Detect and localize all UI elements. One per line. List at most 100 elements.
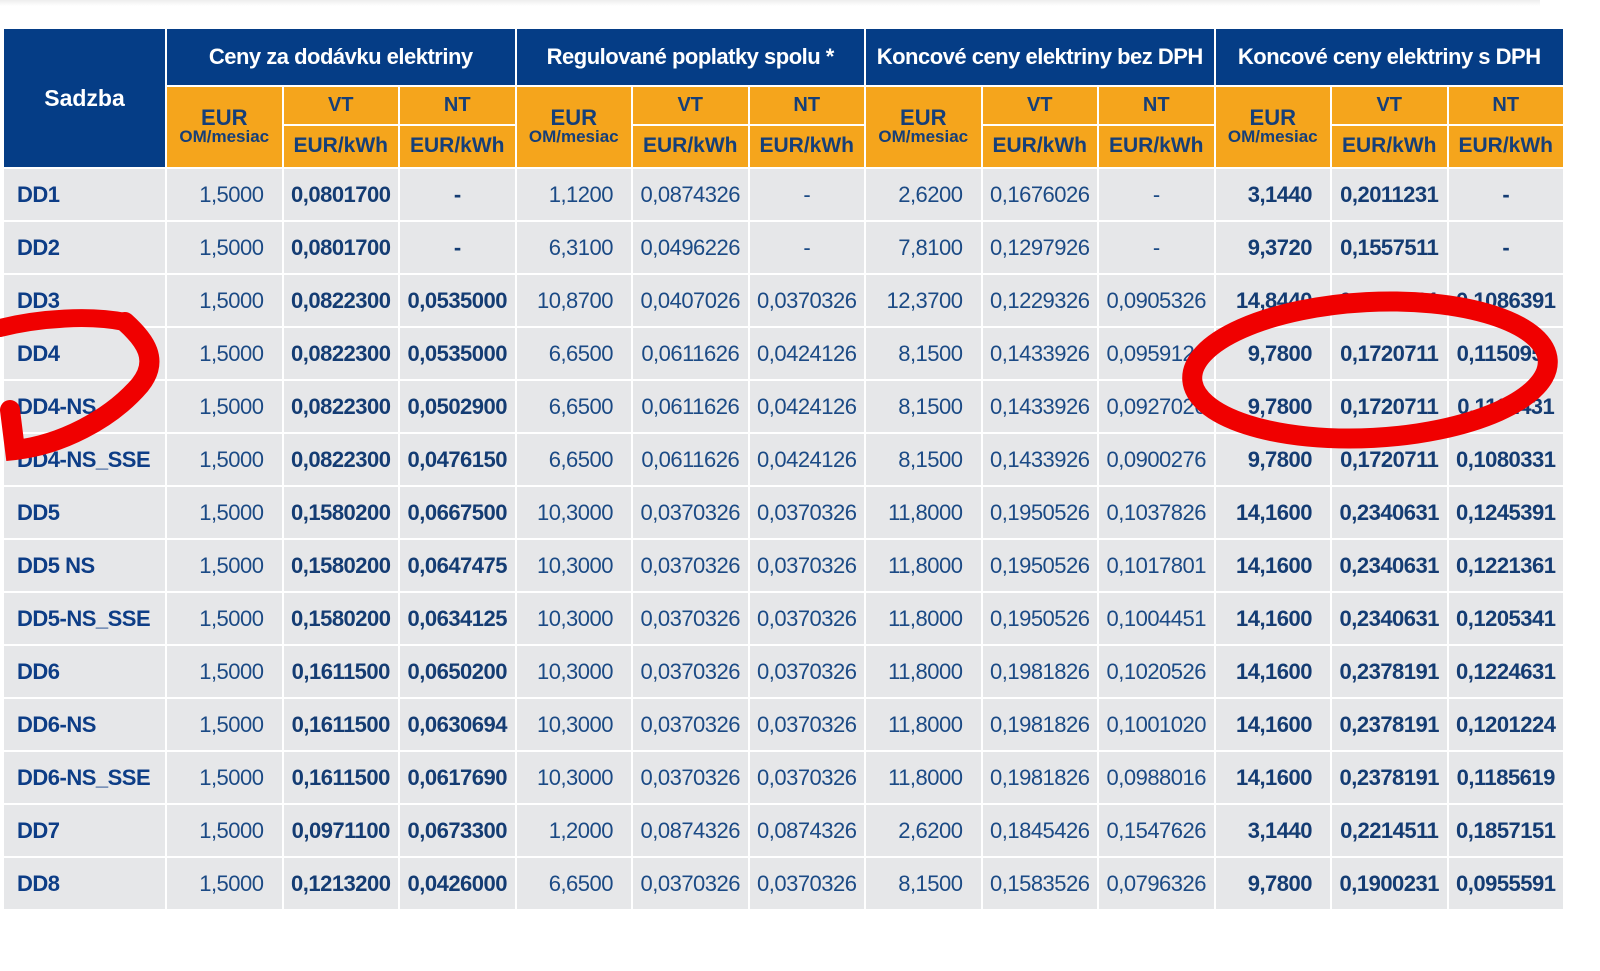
- price-cell: 0,2378191: [1330, 644, 1449, 699]
- price-cell: 0,1001020: [1097, 697, 1216, 752]
- price-cell: 0,1981826: [980, 697, 1099, 752]
- price-cell: 0,1433926: [980, 379, 1099, 434]
- price-cell: 1,5000: [165, 697, 284, 752]
- price-cell: 1,5000: [165, 485, 284, 540]
- price-cell: 0,0822300: [281, 273, 400, 328]
- price-cell: 0,0370326: [631, 485, 750, 540]
- price-cell: 6,3100: [514, 220, 633, 275]
- price-cell: -: [398, 220, 517, 275]
- table-row: DD4-NS 1,5000 0,0822300 0,0502900 6,6500 0,06…: [2, 379, 1565, 434]
- electricity-price-table: Sadzba Ceny za dodávku elektriny Regulovan…: [2, 27, 1565, 911]
- header-unit-kwh: EUR/kWh: [1330, 123, 1449, 170]
- header-group: Koncové ceny elektriny bez DPH: [864, 27, 1216, 87]
- price-cell: 7,8100: [864, 220, 983, 275]
- table-row: DD5 NS 1,5000 0,1580200 0,0647475 10,3000 0,0…: [2, 538, 1565, 593]
- price-cell: 0,1205341: [1446, 591, 1565, 646]
- table-row: DD3 1,5000 0,0822300 0,0535000 10,8700 0,0407…: [2, 273, 1565, 328]
- price-cell: 10,3000: [514, 591, 633, 646]
- price-cell: -: [1097, 167, 1216, 222]
- price-cell: 0,0801700: [281, 220, 400, 275]
- price-cell: 6,6500: [514, 432, 633, 487]
- price-cell: 8,1500: [864, 326, 983, 381]
- price-cell: 9,3720: [1213, 220, 1332, 275]
- price-cell: 0,0874326: [631, 803, 750, 858]
- price-cell: 0,1950526: [980, 591, 1099, 646]
- price-cell: 14,1600: [1213, 538, 1332, 593]
- page-top-edge: [0, 0, 1540, 6]
- price-cell: 0,0407026: [631, 273, 750, 328]
- price-cell: 0,1720711: [1330, 379, 1449, 434]
- header-vt: VT: [631, 85, 750, 126]
- price-cell: 10,3000: [514, 538, 633, 593]
- price-cell: 0,2340631: [1330, 538, 1449, 593]
- price-cell: 0,0611626: [631, 432, 750, 487]
- rate-name: DD4-NS: [2, 379, 167, 434]
- price-cell: 0,0667500: [398, 485, 517, 540]
- table-row: DD5 1,5000 0,1580200 0,0667500 10,3000 0,0370…: [2, 485, 1565, 540]
- price-cell: 11,8000: [864, 750, 983, 805]
- price-cell: 0,0634125: [398, 591, 517, 646]
- table-row: DD2 1,5000 0,0801700-6,3100 0,0496226-7,810…: [2, 220, 1565, 275]
- price-cell: 0,1229326: [980, 273, 1099, 328]
- unit-om: OM/mesiac: [528, 127, 619, 146]
- price-cell: 9,7800: [1213, 856, 1332, 911]
- price-cell: 0,0905326: [1097, 273, 1216, 328]
- price-cell: 0,1611500: [281, 750, 400, 805]
- header-unit-kwh: EUR/kWh: [631, 123, 750, 170]
- rate-name: DD6-NS: [2, 697, 167, 752]
- rate-name: DD5: [2, 485, 167, 540]
- price-cell: 14,8440: [1213, 273, 1332, 328]
- price-cell: 0,0822300: [281, 379, 400, 434]
- price-cell: 1,1200: [514, 167, 633, 222]
- price-cell: 0,0370326: [747, 273, 866, 328]
- price-cell: 0,1950526: [980, 485, 1099, 540]
- price-cell: 0,1185619: [1446, 750, 1565, 805]
- price-cell: 0,2340631: [1330, 485, 1449, 540]
- price-cell: 6,6500: [514, 856, 633, 911]
- rate-name: DD2: [2, 220, 167, 275]
- price-cell: 0,0611626: [631, 326, 750, 381]
- price-cell: 0,0496226: [631, 220, 750, 275]
- price-cell: 8,1500: [864, 856, 983, 911]
- rate-name: DD1: [2, 167, 167, 222]
- table-row: DD6-NS_SSE 1,5000 0,1611500 0,0617690 10,300…: [2, 750, 1565, 805]
- price-cell: 0,0900276: [1097, 432, 1216, 487]
- price-cell: 0,0370326: [747, 750, 866, 805]
- price-cell: 0,1720711: [1330, 326, 1449, 381]
- header-unit-om: EUR OM/mesiac: [165, 85, 284, 169]
- header-unit-om: EUR OM/mesiac: [514, 85, 633, 169]
- price-cell: 0,0611626: [631, 379, 750, 434]
- price-cell: 0,1981826: [980, 644, 1099, 699]
- rate-name: DD4-NS_SSE: [2, 432, 167, 487]
- price-cell: 1,5000: [165, 644, 284, 699]
- price-cell: 1,5000: [165, 591, 284, 646]
- price-cell: -: [398, 167, 517, 222]
- rate-name: DD7: [2, 803, 167, 858]
- price-cell: -: [747, 167, 866, 222]
- price-cell: 1,5000: [165, 856, 284, 911]
- price-cell: 0,0370326: [747, 591, 866, 646]
- price-cell: 0,2340631: [1330, 591, 1449, 646]
- price-cell: 0,0647475: [398, 538, 517, 593]
- header-nt: NT: [747, 85, 866, 126]
- header-group: Koncové ceny elektriny s DPH: [1213, 27, 1565, 87]
- price-cell: 0,0959126: [1097, 326, 1216, 381]
- price-cell: 11,8000: [864, 485, 983, 540]
- price-cell: 10,8700: [514, 273, 633, 328]
- table-row: DD6-NS 1,5000 0,1611500 0,0630694 10,3000 0,0…: [2, 697, 1565, 752]
- price-cell: 0,0673300: [398, 803, 517, 858]
- price-cell: 2,6200: [864, 803, 983, 858]
- price-cell: 1,5000: [165, 750, 284, 805]
- price-cell: 3,1440: [1213, 167, 1332, 222]
- header-unit-kwh: EUR/kWh: [398, 123, 517, 170]
- price-cell: 0,0630694: [398, 697, 517, 752]
- price-cell: 1,5000: [165, 273, 284, 328]
- price-cell: 0,2378191: [1330, 697, 1449, 752]
- price-cell: 0,1245391: [1446, 485, 1565, 540]
- price-cell: 0,0955591: [1446, 856, 1565, 911]
- price-cell: 6,6500: [514, 379, 633, 434]
- price-cell: 8,1500: [864, 379, 983, 434]
- price-cell: 0,1580200: [281, 538, 400, 593]
- price-cell: 9,7800: [1213, 326, 1332, 381]
- price-cell: 12,3700: [864, 273, 983, 328]
